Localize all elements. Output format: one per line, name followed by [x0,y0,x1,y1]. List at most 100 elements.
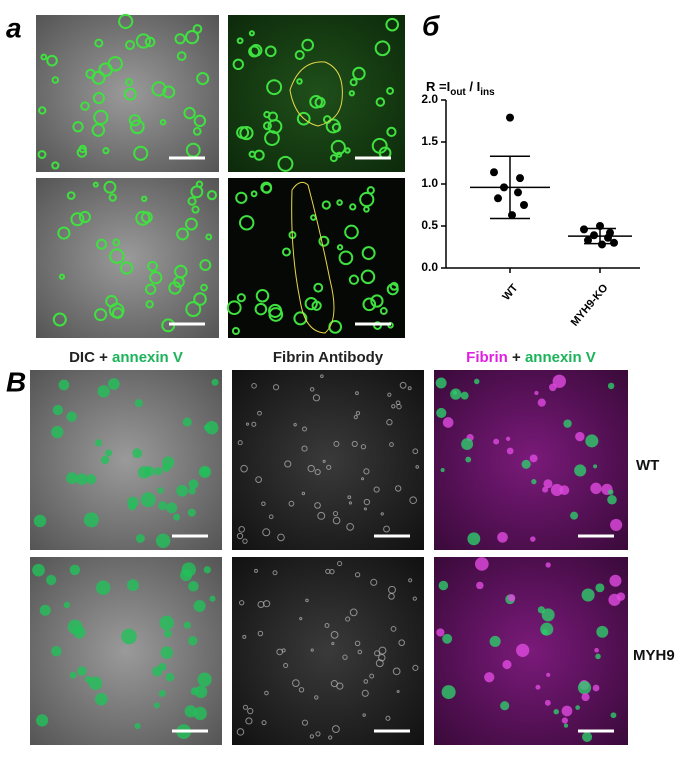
vesicle [544,699,551,706]
vesicle [516,643,530,657]
vesicle [149,271,163,285]
vesicle [442,417,454,428]
fiber [262,528,271,537]
vesicle [563,419,572,428]
vesicle [595,653,601,660]
vesicle [476,581,484,590]
vesicle [94,439,103,447]
row-label: WT [636,457,659,474]
fiber [302,426,307,432]
vesicle [125,78,133,87]
vesicle [609,574,622,587]
y-tick-label: 0.5 [421,218,438,232]
vesicle [236,293,246,303]
fiber [307,464,315,473]
fiber [236,532,244,540]
label-part: ins [480,87,495,98]
vesicle [97,385,110,398]
vesicle [194,685,208,699]
vesicle [361,246,376,261]
vesicle [107,56,123,72]
fiber [314,502,321,509]
vesicle [542,486,549,493]
vesicle [436,407,447,419]
fiber [301,445,308,452]
fiber [245,717,253,725]
vesicle [78,144,87,154]
fiber [239,600,245,606]
vesicle [581,693,590,702]
vesicle [36,714,49,727]
fiber [361,477,365,481]
vesicle [370,294,384,308]
fiber [388,585,396,594]
vesicle [51,161,60,170]
vesicle [593,464,598,469]
vesicle [159,615,175,631]
vesicle [281,247,291,257]
vesicle [108,193,117,202]
vesicle [232,58,245,71]
column-header: Fibrin + annexin V [466,349,596,366]
header-part: Fibrin [466,349,508,366]
fiber [391,404,396,409]
column-header: DIC + annexin V [69,349,183,366]
vesicle [497,531,508,543]
vesicle [140,492,156,508]
vesicle [120,261,134,275]
fiber [337,560,343,567]
fiber [298,687,305,693]
vesicle [140,211,153,224]
vesicle [386,86,394,95]
fiber [272,570,278,576]
vesicle [205,233,213,241]
fiber [293,423,297,427]
vesicle [575,705,581,710]
vesicle [294,50,305,61]
vesicle [253,149,265,161]
vesicle [203,566,211,574]
vesicle [190,185,204,199]
vesicle [32,563,45,577]
fiber [357,649,363,655]
fiber [380,512,384,516]
vesicle [325,118,341,134]
fiber [355,411,361,416]
vesicle [78,210,92,224]
header-part: DIC + [69,349,108,366]
fiber [333,440,340,447]
vesicle [585,434,599,448]
fiber [314,468,321,476]
fiber [375,659,384,668]
vesicle [46,54,58,67]
vesicle [176,484,189,497]
fiber [355,391,359,396]
vesicle [304,296,318,311]
vesicle [467,532,481,546]
vesicle [239,125,254,141]
vesicle [187,508,196,517]
vesicle [85,474,97,485]
vesicle [154,467,163,476]
fiber [310,648,314,652]
fiber [251,383,257,389]
vesicle [475,557,489,571]
vesicle [198,465,212,479]
panel-label: B [6,366,26,397]
vesicle [231,326,240,336]
vesicle [185,301,202,318]
vesicle [162,85,176,99]
fiber [284,460,292,468]
vesicle [541,608,555,622]
fiber [255,476,262,483]
fiber [236,728,245,736]
fiber [332,510,339,517]
header-part: annexin V [525,349,596,366]
vesicle [608,489,614,495]
fiber [412,664,419,671]
vesicle [348,90,355,97]
vesicle [33,514,47,528]
dot-plot: 0.0 0.5 1.0 1.5 2.0 WT MYH9-KO [421,92,640,329]
vesicle [561,705,573,717]
fiber [332,516,341,525]
